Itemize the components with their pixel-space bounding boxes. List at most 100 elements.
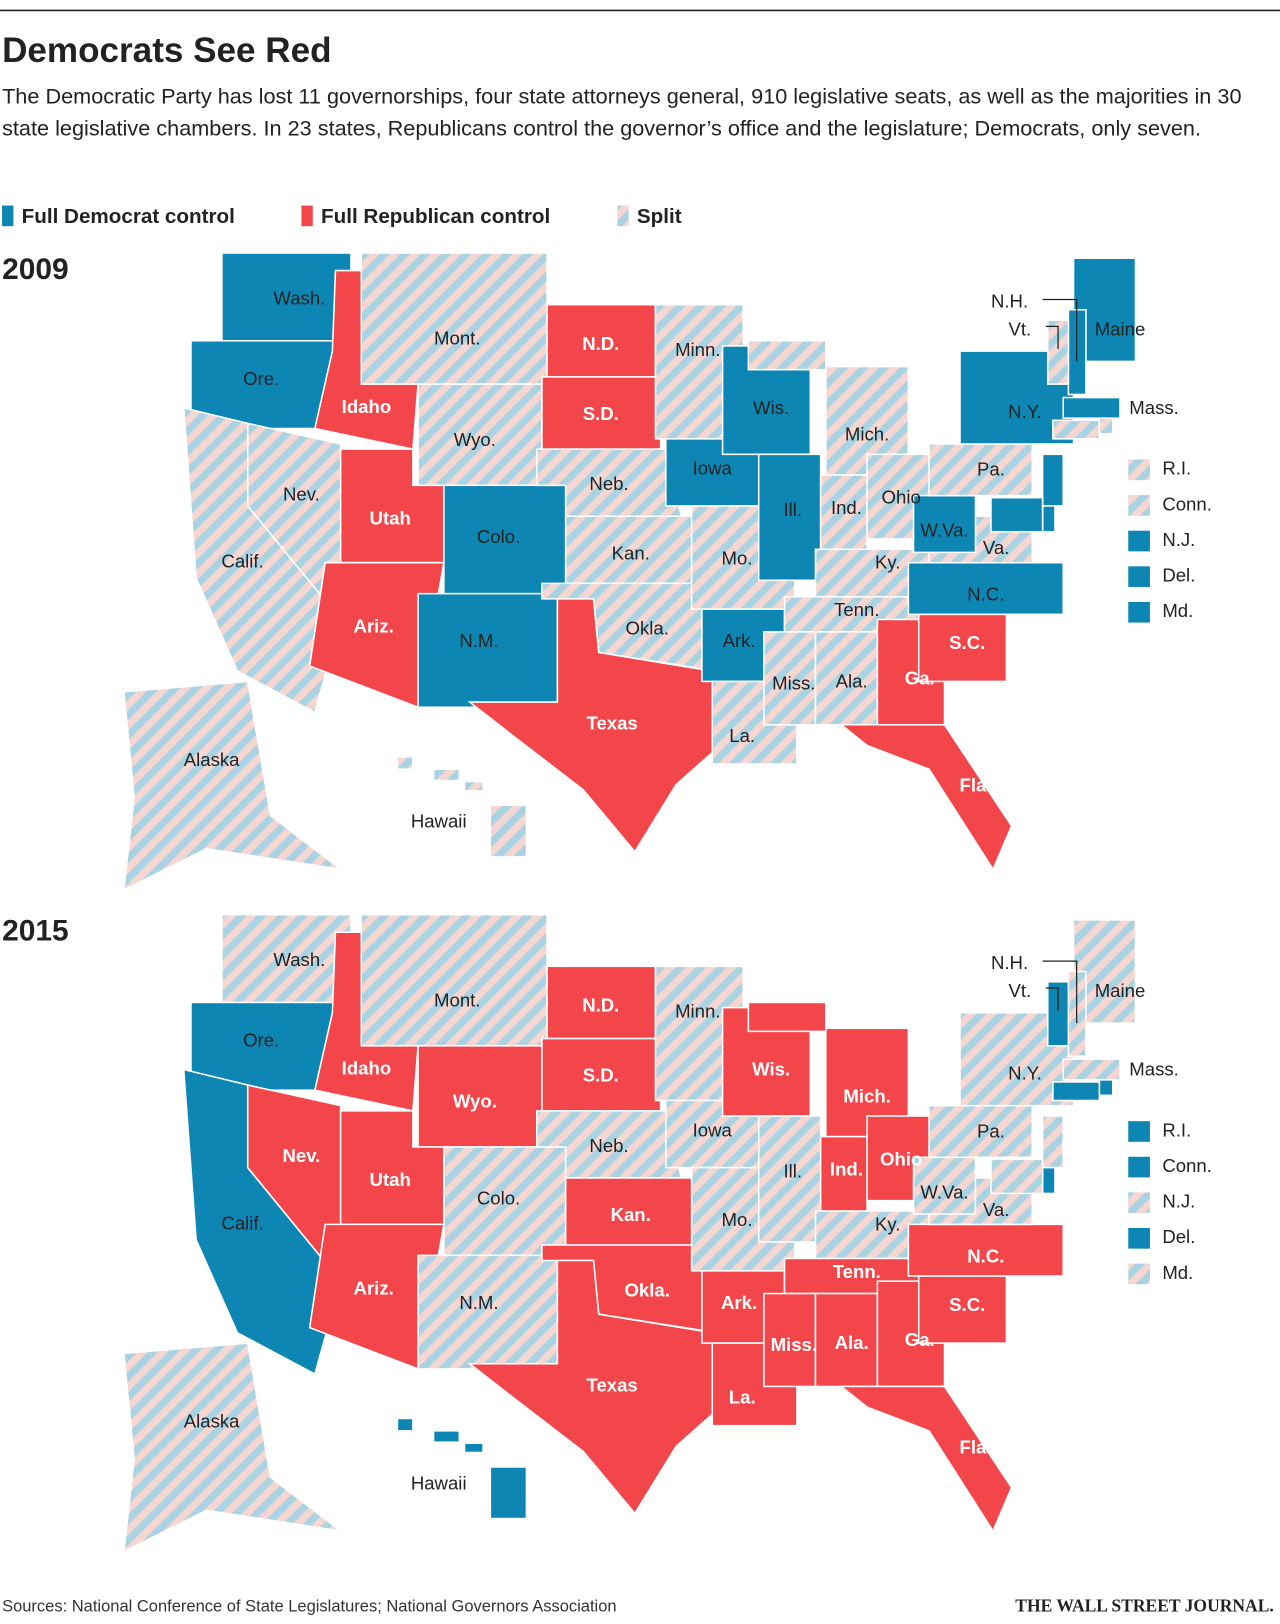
state-shape: [839, 724, 1013, 871]
state-shape: [541, 1037, 662, 1112]
northeast-label: N.J.: [1162, 1191, 1195, 1212]
state-label: Maine: [1095, 318, 1146, 339]
state-label: S.C.: [949, 632, 985, 653]
state-shape: [763, 631, 817, 726]
state-shape: [1041, 505, 1056, 533]
state-shape: [122, 1342, 342, 1553]
state-label: N.Y.: [1008, 401, 1042, 422]
leader-line: [1045, 987, 1059, 1011]
state: [814, 1292, 879, 1388]
state-label: Ore.: [243, 1030, 279, 1051]
state-shape: [839, 1385, 1013, 1533]
state-shape: [360, 252, 548, 385]
state-label: Hawaii: [411, 811, 467, 832]
state-label: N.Y.: [1008, 1063, 1042, 1084]
state-label: Minn.: [675, 339, 720, 360]
state-shape: [564, 1177, 703, 1246]
northeast-label: Del.: [1162, 565, 1195, 586]
state-shape: [1046, 319, 1070, 385]
state-label: Wyo.: [454, 429, 496, 450]
state-shape: [1062, 396, 1121, 419]
state: [928, 443, 1034, 497]
state: [396, 1417, 528, 1520]
northeast-swatch: [1128, 1156, 1150, 1178]
state: [190, 1001, 337, 1091]
northeast-swatch: [1128, 566, 1150, 587]
state-label: Mich.: [843, 1085, 890, 1106]
state: [564, 1177, 703, 1246]
leader-line: [1042, 298, 1078, 362]
northeast-swatch: [1128, 1263, 1150, 1285]
state-shape: [990, 1158, 1044, 1195]
state-shape: [541, 376, 662, 450]
state-shape: [1041, 453, 1064, 507]
state-label: Ore.: [243, 368, 279, 389]
state-label: Nev.: [282, 1145, 320, 1166]
state-label: Calif.: [221, 1212, 263, 1233]
state-label: Mass.: [1129, 397, 1179, 418]
state: [1062, 1058, 1121, 1081]
state: [907, 1223, 1064, 1277]
state: [839, 1385, 1013, 1533]
state: [443, 484, 567, 595]
state-shape: [1098, 417, 1114, 435]
state-label: Ga.: [905, 667, 935, 688]
state-label: Mo.: [722, 1209, 753, 1230]
northeast-swatch: [1128, 530, 1150, 552]
state: [1041, 505, 1056, 533]
state: [763, 1292, 817, 1388]
state-shape: [819, 1135, 868, 1226]
state-label: Kan.: [611, 1204, 651, 1225]
state-shape: [912, 494, 977, 554]
state-label: N.H.: [991, 290, 1028, 311]
state-shape: [912, 1156, 977, 1215]
northeast-swatch: [1128, 459, 1150, 481]
state-shape: [1052, 419, 1101, 440]
state-label: S.D.: [583, 403, 619, 424]
maps: 2009 Wash. Ore. Calif. Nev. Idaho Mont. Wyo. Uta…: [2, 252, 1212, 1553]
state-shape: [489, 804, 528, 858]
state-shape: [757, 1115, 822, 1243]
state: [417, 1045, 543, 1148]
northeast-label: Md.: [1162, 600, 1193, 621]
state-shape: [917, 613, 1008, 683]
state: [1041, 1115, 1064, 1169]
state-shape: [190, 340, 337, 430]
northeast-label: N.J.: [1162, 529, 1195, 550]
state-label: Ohio: [882, 487, 921, 508]
state-label: Nev.: [283, 484, 320, 505]
state: [190, 340, 337, 430]
map-year: 2009: [2, 253, 69, 286]
state-shape: [489, 1466, 528, 1520]
northeast-swatch: [1128, 1192, 1150, 1214]
state: [1062, 396, 1121, 419]
state-shape: [763, 1292, 817, 1388]
state-shape: [417, 592, 559, 708]
state-label: Texas: [586, 1374, 637, 1395]
map: 2015 Wash. Ore. Calif. Nev. Idaho Mont. Wyo. Uta…: [2, 913, 1212, 1553]
state-label: Ky.: [875, 552, 900, 573]
state-label: Wash.: [273, 949, 325, 970]
state-shape: [917, 1275, 1008, 1344]
state-shape: [463, 780, 484, 792]
title: Democrats See Red: [2, 31, 332, 70]
state: [360, 252, 548, 385]
state: [1052, 1081, 1101, 1102]
state-label: Iowa: [693, 1119, 733, 1140]
state-shape: [907, 1223, 1064, 1277]
state-shape: [432, 768, 461, 782]
state-label: La.: [729, 1387, 756, 1408]
state-label: Okla.: [624, 1279, 669, 1300]
state-label: Ind.: [831, 497, 862, 518]
state-label: Hawaii: [411, 1472, 467, 1493]
northeast-swatch: [1128, 1121, 1150, 1142]
state-label: Ky.: [875, 1213, 900, 1234]
state-label: Colo.: [477, 1188, 520, 1209]
state-label: Texas: [586, 713, 637, 734]
state-shape: [747, 1001, 827, 1033]
state-shape: [467, 598, 724, 854]
state: [757, 1115, 822, 1243]
state-label: Fla.: [959, 1436, 991, 1457]
state-label: S.C.: [949, 1294, 985, 1315]
